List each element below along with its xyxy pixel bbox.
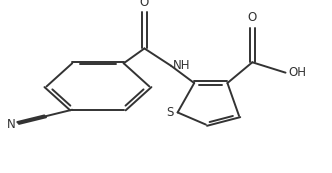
Text: S: S bbox=[166, 106, 174, 119]
Text: O: O bbox=[140, 0, 149, 9]
Text: N: N bbox=[7, 118, 16, 131]
Text: NH: NH bbox=[173, 59, 190, 72]
Text: O: O bbox=[248, 11, 257, 24]
Text: OH: OH bbox=[288, 66, 306, 79]
